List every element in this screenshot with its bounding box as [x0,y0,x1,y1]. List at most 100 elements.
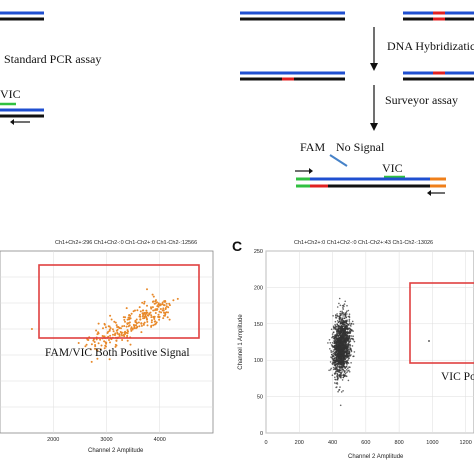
droplet-point [337,377,340,379]
droplet-point [341,365,344,367]
droplet-point [351,338,354,340]
droplet-point [344,336,346,339]
droplet-point [340,391,343,393]
panel-c: C Ch1+Ch2+:0 Ch1+Ch2-:0 Ch1-Ch2+:43 Ch1-… [232,238,474,460]
droplet-point [108,339,110,341]
droplet-point [109,334,112,337]
droplet-point [157,313,160,316]
droplet-point [334,339,336,342]
droplet-point [342,333,344,336]
droplet-point [332,331,335,334]
x-tick-label: 2000 [47,437,59,443]
droplet-point [348,371,351,373]
droplet-point [347,315,350,318]
droplet-point [332,366,335,369]
droplet-point [347,352,349,354]
panel-c-droplets [327,297,356,407]
droplet-point [349,329,351,332]
droplet-point [345,324,347,327]
droplet-point [345,360,348,363]
droplet-point [350,350,353,353]
droplet-point [136,326,138,329]
droplet-point [334,347,336,350]
droplet-point [338,365,341,368]
droplet-point [344,343,347,346]
droplet-point [346,371,348,374]
droplet-point [340,377,342,379]
droplet-point [96,357,99,360]
droplet-point [336,370,339,373]
droplet-point [168,304,171,307]
droplet-point [336,330,338,333]
droplet-point [347,324,350,326]
droplet-point [151,306,154,309]
droplet-point [352,323,355,325]
droplet-point [347,350,349,353]
droplet-point [332,354,335,357]
droplet-point [90,343,93,346]
droplet-point [331,342,334,344]
droplet-point [125,307,128,310]
droplet-point [338,371,341,374]
droplet-point [334,344,337,347]
arrow-right-icon [309,168,313,174]
droplet-point [337,358,339,361]
x-tick-label: 600 [361,440,370,446]
panel-a-gridlines [0,251,213,433]
droplet-point [94,344,97,346]
droplet-point [346,362,348,365]
droplet-point [338,344,340,346]
droplet-point [139,318,142,321]
vic-positive-box [409,282,474,364]
droplet-point [340,346,343,349]
y-tick-label: 50 [257,395,263,401]
droplet-point [330,328,333,331]
fam-label: FAM [300,140,325,154]
droplet-point [341,355,344,358]
droplet-point [343,341,346,344]
droplet-point [145,311,148,314]
droplet-point [145,309,148,312]
droplet-point [336,326,338,328]
droplet-point [336,372,339,375]
y-tick-label: 250 [254,249,263,255]
droplet-point [103,347,106,350]
arrow-head-icon [10,119,14,125]
droplet-point [109,341,111,344]
droplet-point [344,350,347,352]
droplet-point [342,354,345,356]
droplet-point [340,341,343,344]
droplet-point [132,323,135,326]
droplet-point [339,315,342,317]
droplet-point [331,333,334,335]
droplet-point [115,344,118,347]
droplet-point [347,344,350,347]
droplet-point [99,338,102,341]
droplet-point [348,327,350,330]
x-tick-label: 1200 [460,440,472,446]
droplet-point [143,315,146,318]
droplet-point [333,359,336,362]
droplet-point [334,336,336,338]
droplet-point [337,346,339,349]
droplet-point [336,355,339,357]
droplet-point [332,352,335,355]
droplet-point [339,356,342,359]
droplet-point [97,342,100,345]
droplet-point [345,375,348,378]
droplet-point [349,345,352,347]
droplet-point [162,317,165,320]
droplet-point [348,335,351,338]
droplet-point [134,324,137,327]
droplet-point [129,343,132,346]
droplet-point [349,343,351,346]
droplet-point [350,323,353,325]
droplet-point [86,338,89,341]
droplet-point [347,340,350,343]
droplet-point [336,306,339,308]
droplet-point [157,305,160,308]
standard-pcr-label: Standard PCR assay [4,52,101,66]
droplet-point [344,347,347,350]
droplet-point [343,365,346,368]
droplet-point [341,325,343,328]
